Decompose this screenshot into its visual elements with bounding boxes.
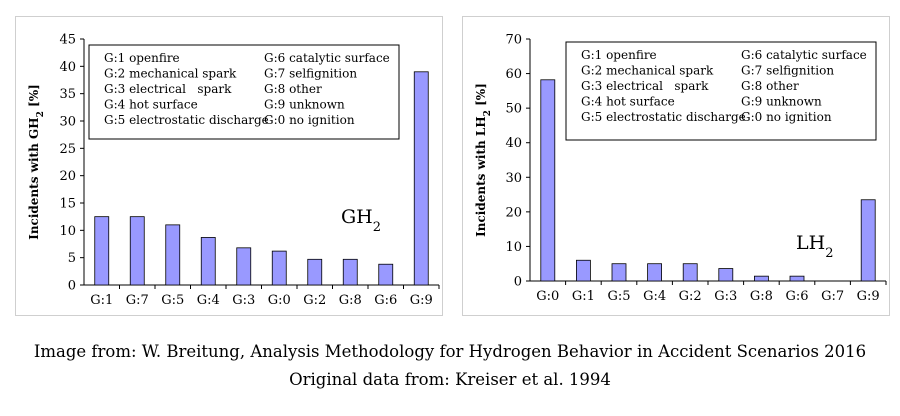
y-tick-label: 35 [59, 87, 76, 102]
bar [647, 263, 663, 282]
legend-entry: G:2 mechanical spark [104, 67, 237, 81]
legend-entry: G:5 electrostatic discharge [104, 113, 269, 127]
bar [540, 79, 556, 282]
x-tick-label: G:8 [750, 289, 773, 304]
y-tick-label: 0 [514, 275, 522, 290]
legend-box [88, 44, 400, 140]
y-tick-label: 40 [59, 60, 76, 75]
chart-tag-main: GH [341, 206, 373, 228]
bar [611, 263, 627, 282]
y-tick-label: 0 [68, 279, 76, 294]
x-tick-label: G:6 [374, 293, 397, 308]
chart-gh2: 0 5 10 15 20 25 30 35 40 45 G:1 G:7 G:5 G:4 G:3 G:0 G:2 G… [27, 33, 440, 308]
x-tick-label: G:1 [90, 293, 113, 308]
y-tick-label: 20 [59, 169, 76, 184]
y-tick-label: 40 [505, 136, 522, 151]
legend-entry: G:6 catalytic surface [741, 48, 867, 62]
bar [789, 275, 805, 282]
legend-entry: G:4 hot surface [581, 95, 675, 109]
chart-lh2: 0 10 20 30 40 50 60 70 G:0 G:1 G:5 G:4 G:2 G:3 G:8 G:6 G… [474, 33, 887, 304]
chart-tag-main: LH [796, 232, 825, 254]
legend-entry: G:1 openfire [104, 51, 180, 65]
x-tick-label: G:3 [714, 289, 737, 304]
legend-entry: G:7 selfignition [264, 67, 357, 81]
x-tick-label: G:4 [197, 293, 220, 308]
legend-entry: G:5 electrostatic discharge [581, 110, 746, 124]
bar [413, 71, 429, 286]
y-tick-label: 50 [505, 102, 522, 117]
x-tick-label: G:9 [410, 293, 433, 308]
x-tick-label: G:7 [821, 289, 844, 304]
x-tick-label: G:0 [536, 289, 559, 304]
x-tick-label: G:5 [161, 293, 184, 308]
y-tick-label: 15 [59, 197, 76, 212]
chart-panel-gh2: 0 5 10 15 20 25 30 35 40 45 G:1 G:7 G:5 G:4 G:3 G:0 G:2 G… [15, 16, 443, 316]
chart-panel-lh2: 0 10 20 30 40 50 60 70 G:0 G:1 G:5 G:4 G:2 G:3 G:8 G:6 G… [462, 16, 890, 316]
legend-entry: G:0 no ignition [741, 110, 832, 124]
legend-entry: G:2 mechanical spark [581, 64, 714, 78]
x-tick-label: G:3 [232, 293, 255, 308]
x-tick-label: G:7 [126, 293, 149, 308]
y-tick-label: 70 [505, 33, 522, 48]
x-tick-label: G:2 [303, 293, 326, 308]
bar [129, 216, 145, 286]
chart-tag: GH2 [341, 206, 381, 235]
legend-entry: G:0 no ignition [264, 113, 355, 127]
y-axis-label-sub: 2 [483, 110, 493, 116]
y-axis-label: Incidents with LH2 [%] [474, 83, 493, 237]
y-tick-label: 20 [505, 205, 522, 220]
bar [682, 263, 698, 282]
y-tick-label: 30 [505, 171, 522, 186]
x-tick-label: G:1 [572, 289, 595, 304]
bar [236, 247, 252, 286]
y-tick-label: 30 [59, 115, 76, 130]
y-tick-label: 25 [59, 142, 76, 157]
bar [718, 268, 734, 282]
y-tick-label: 5 [68, 251, 76, 266]
y-axis-label-main: Incidents with GH [27, 117, 41, 239]
x-tick-label: G:4 [643, 289, 666, 304]
bar [378, 263, 394, 286]
y-axis-label: Incidents with GH2 [%] [27, 84, 46, 240]
legend-entry: G:1 openfire [581, 48, 657, 62]
bar [307, 258, 323, 286]
chart-tag-sub: 2 [825, 246, 833, 261]
bar [342, 258, 358, 286]
x-tick-label: G:8 [339, 293, 362, 308]
y-tick-label: 10 [59, 224, 76, 239]
x-tick-label: G:0 [268, 293, 291, 308]
bar [165, 224, 181, 286]
y-axis-label-unit: [%] [27, 84, 41, 111]
legend-entry: G:3 electrical spark [104, 82, 232, 96]
bar [860, 199, 876, 282]
y-axis-label-unit: [%] [474, 83, 488, 110]
legend-entry: G:9 unknown [741, 95, 822, 109]
bar [94, 216, 110, 286]
legend-entry: G:9 unknown [264, 98, 345, 112]
legend-entry: G:4 hot surface [104, 98, 198, 112]
caption-original-data: Original data from: Kreiser et al. 1994 [289, 370, 611, 389]
legend-entry: G:8 other [741, 79, 799, 93]
x-tick-label: G:6 [785, 289, 808, 304]
x-tick-label: G:9 [857, 289, 880, 304]
x-tick-label: G:5 [607, 289, 630, 304]
y-tick-label: 60 [505, 67, 522, 82]
y-tick-label: 10 [505, 240, 522, 255]
x-tick-label: G:2 [679, 289, 702, 304]
bar [576, 259, 591, 282]
legend-box [565, 41, 877, 141]
legend-entry: G:6 catalytic surface [264, 51, 390, 65]
bar [200, 237, 216, 286]
y-tick-label: 45 [59, 33, 76, 48]
bar [753, 275, 769, 282]
legend-entry: G:8 other [264, 82, 322, 96]
chart-tag-sub: 2 [373, 220, 381, 235]
caption-source: Image from: W. Breitung, Analysis Method… [33, 342, 867, 361]
chart-tag: LH2 [796, 232, 833, 261]
legend-entry: G:3 electrical spark [581, 79, 709, 93]
bar [271, 250, 287, 286]
y-axis-label-main: Incidents with LH [474, 116, 488, 237]
legend-entry: G:7 selfignition [741, 64, 834, 78]
y-axis-label-sub: 2 [36, 111, 46, 117]
